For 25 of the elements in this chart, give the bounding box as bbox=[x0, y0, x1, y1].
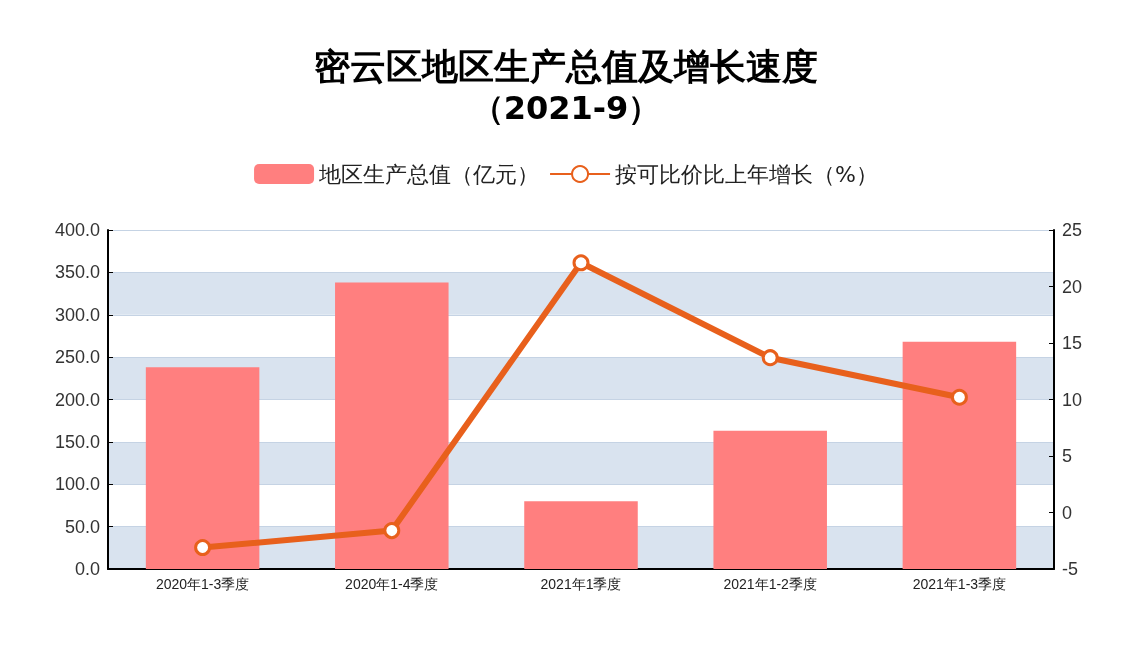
y-tick-label: 350.0 bbox=[54, 262, 100, 283]
y-tick-label: 100.0 bbox=[54, 474, 100, 495]
x-tick-label: 2021年1-3季度 bbox=[912, 576, 1007, 592]
y2-tick-label: 15 bbox=[1062, 333, 1083, 353]
y-tick-label: 150.0 bbox=[54, 431, 100, 452]
chart-title: 密云区地区生产总值及增长速度 bbox=[314, 45, 818, 87]
y-tick-label: 0.0 bbox=[74, 559, 100, 579]
y2-tick-label: 25 bbox=[1062, 220, 1083, 240]
y-tick-label: 300.0 bbox=[54, 304, 100, 325]
y2-tick-label: 0 bbox=[1062, 502, 1073, 523]
y-tick-label: 50.0 bbox=[64, 516, 100, 537]
legend-label: 地区生产总值（亿元） bbox=[318, 161, 540, 187]
x-tick-label: 2020年1-3季度 bbox=[155, 576, 250, 592]
y-tick-label: 400.0 bbox=[54, 220, 100, 240]
x-tick-label: 2020年1-4季度 bbox=[345, 576, 439, 592]
legend-label: 按可比价比上年增长（%） bbox=[615, 161, 878, 187]
y2-tick-label: 20 bbox=[1062, 276, 1083, 297]
x-tick-label: 2021年1-2季度 bbox=[723, 576, 817, 592]
y2-tick-label: 10 bbox=[1062, 389, 1083, 410]
y-tick-label: 250.0 bbox=[54, 347, 100, 368]
x-tick-label: 2021年1季度 bbox=[540, 576, 622, 592]
y2-tick-label: 5 bbox=[1062, 446, 1073, 466]
y-tick-label: 200.0 bbox=[54, 389, 100, 410]
chart-subtitle: （2021-9） bbox=[471, 89, 661, 127]
y2-tick-label: -5 bbox=[1062, 559, 1079, 579]
